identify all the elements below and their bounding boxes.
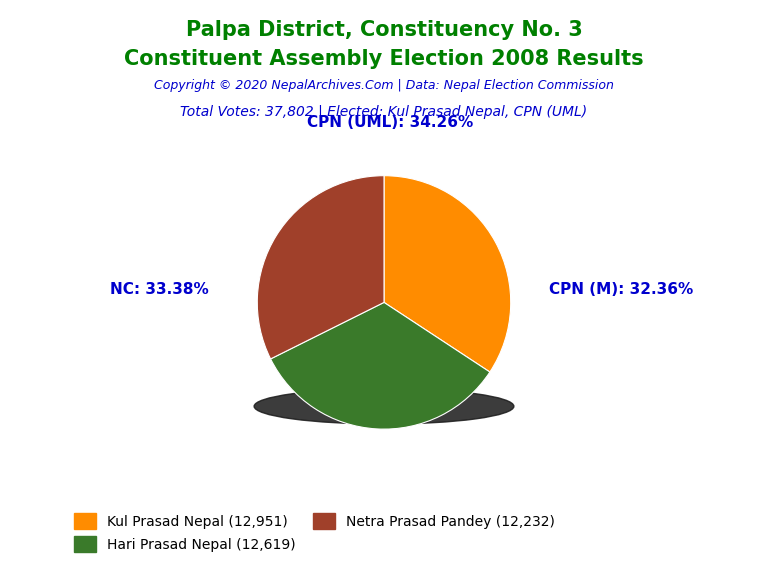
Text: NC: 33.38%: NC: 33.38% bbox=[111, 282, 209, 297]
Text: Palpa District, Constituency No. 3: Palpa District, Constituency No. 3 bbox=[186, 20, 582, 40]
Text: CPN (M): 32.36%: CPN (M): 32.36% bbox=[548, 282, 693, 297]
Text: Copyright © 2020 NepalArchives.Com | Data: Nepal Election Commission: Copyright © 2020 NepalArchives.Com | Dat… bbox=[154, 79, 614, 92]
Ellipse shape bbox=[254, 389, 514, 424]
Wedge shape bbox=[384, 176, 511, 372]
Legend: Kul Prasad Nepal (12,951), Hari Prasad Nepal (12,619), Netra Prasad Pandey (12,2: Kul Prasad Nepal (12,951), Hari Prasad N… bbox=[68, 507, 561, 558]
Text: Total Votes: 37,802 | Elected: Kul Prasad Nepal, CPN (UML): Total Votes: 37,802 | Elected: Kul Prasa… bbox=[180, 105, 588, 119]
Text: CPN (UML): 34.26%: CPN (UML): 34.26% bbox=[307, 115, 473, 130]
Text: Constituent Assembly Election 2008 Results: Constituent Assembly Election 2008 Resul… bbox=[124, 49, 644, 69]
Wedge shape bbox=[270, 302, 490, 429]
Wedge shape bbox=[257, 176, 384, 359]
